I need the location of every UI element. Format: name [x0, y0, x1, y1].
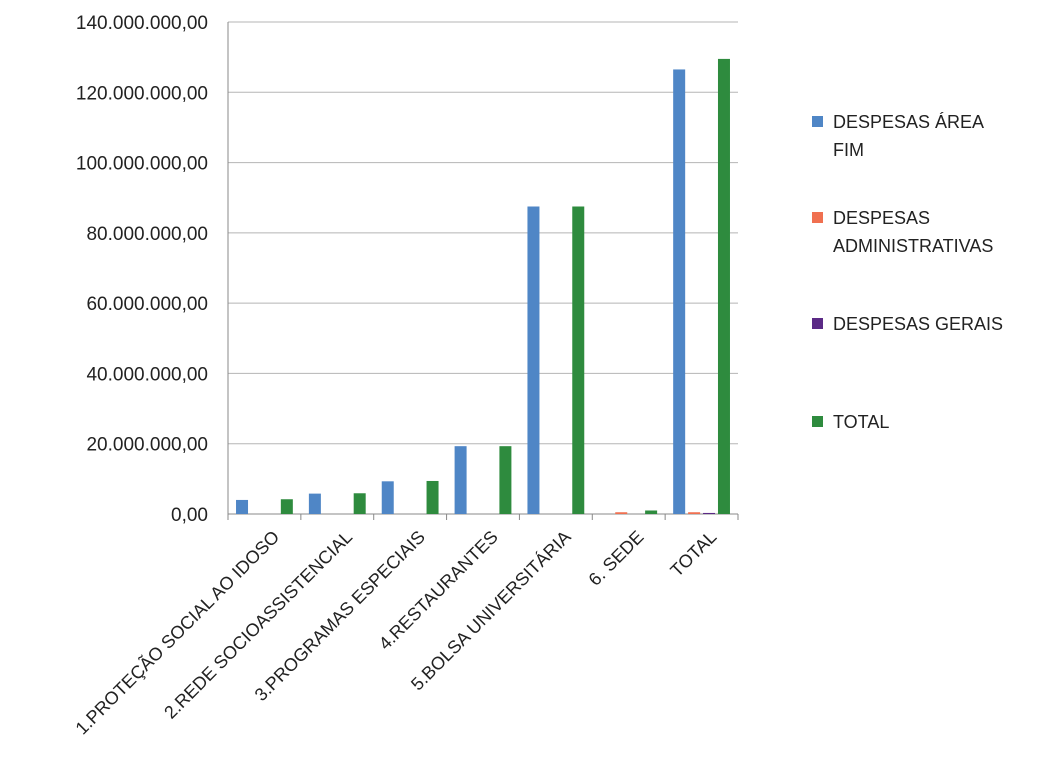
- gridlines: [228, 21, 738, 445]
- y-tick-label: 100.000.000,00: [76, 154, 208, 175]
- y-tick-labels: 0,00 20.000.000,00 40.000.000,00 60.000.000…: [76, 13, 208, 526]
- y-tick-label: 120.000.000,00: [76, 83, 208, 104]
- bar: [499, 446, 512, 514]
- legend-item: DESPESAS ADMINISTRATIVAS: [812, 208, 993, 256]
- legend-label: DESPESAS GERAIS: [833, 314, 1003, 334]
- y-tick-label: 40.000.000,00: [86, 364, 208, 385]
- legend-item: DESPESAS GERAIS: [812, 314, 1003, 334]
- bar: [673, 69, 686, 514]
- y-tick-label: 0,00: [171, 505, 208, 526]
- y-tick-label: 60.000.000,00: [86, 294, 208, 315]
- legend: DESPESAS ÁREA FIM DESPESAS ADMINISTRATIVAS D…: [812, 112, 1003, 432]
- y-tick-label: 80.000.000,00: [86, 224, 208, 245]
- legend-swatch: [812, 318, 823, 329]
- x-category-label: 6. SEDE: [585, 527, 648, 590]
- bar: [688, 512, 701, 514]
- legend-label: DESPESAS ÁREA FIM: [833, 112, 984, 160]
- bar: [615, 512, 628, 514]
- legend-label: DESPESAS ADMINISTRATIVAS: [833, 208, 993, 256]
- y-tick-label: 20.000.000,00: [86, 435, 208, 456]
- bar: [703, 512, 716, 514]
- bar: [645, 510, 658, 514]
- legend-swatch: [812, 416, 823, 427]
- bars: [236, 58, 730, 515]
- bar: [717, 58, 730, 515]
- bar: [426, 480, 439, 514]
- bar: [454, 446, 467, 514]
- bar: [308, 493, 321, 514]
- legend-swatch: [812, 212, 823, 223]
- x-category-label: 4.RESTAURANTES: [375, 527, 502, 654]
- bar: [572, 206, 585, 514]
- legend-swatch: [812, 116, 823, 127]
- bar: [527, 206, 540, 514]
- bar: [280, 499, 293, 514]
- axes: [227, 22, 739, 520]
- x-category-label: TOTAL: [666, 527, 720, 581]
- bar: [236, 499, 249, 514]
- y-tick-label: 140.000.000,00: [76, 13, 208, 34]
- legend-label: TOTAL: [833, 412, 889, 432]
- legend-item: DESPESAS ÁREA FIM: [812, 112, 984, 160]
- legend-item: TOTAL: [812, 412, 889, 432]
- bar: [381, 481, 394, 514]
- x-category-label: 5.BOLSA UNIVERSITÁRIA: [407, 527, 575, 695]
- bar: [353, 493, 366, 514]
